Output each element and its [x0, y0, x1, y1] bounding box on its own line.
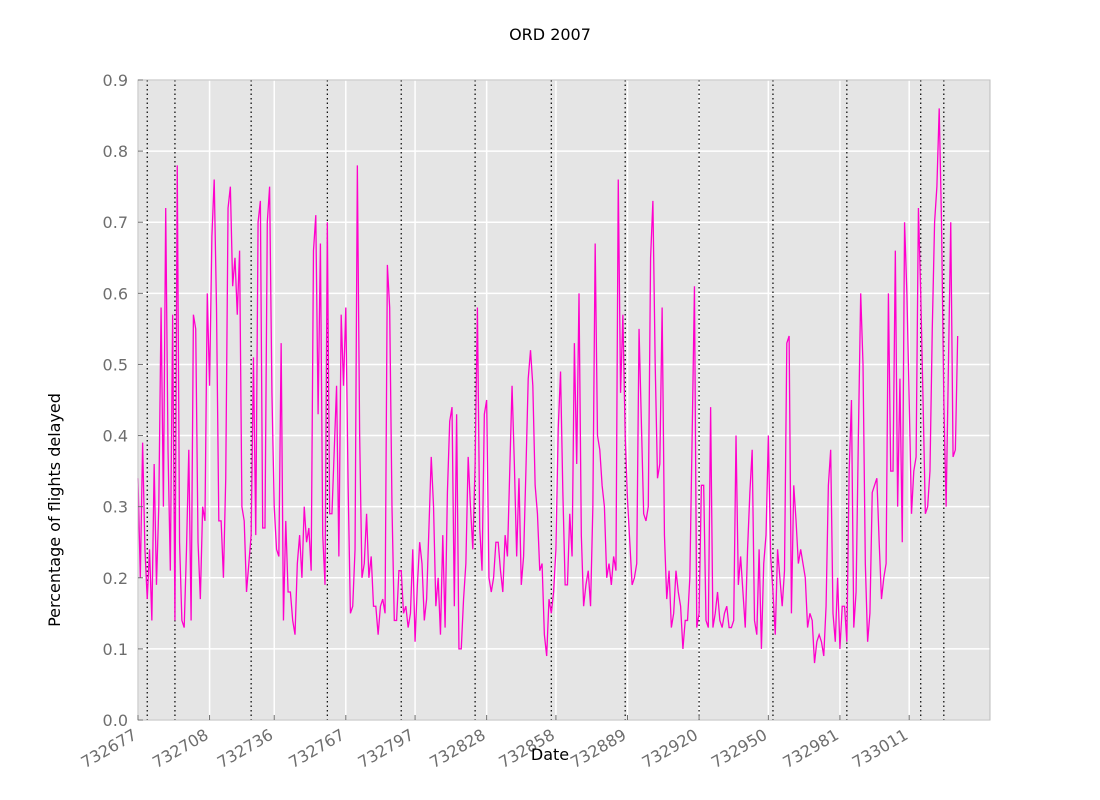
y-tick-label: 0.2 — [103, 569, 128, 588]
x-tick-label: 732981 — [780, 725, 842, 772]
y-tick-label: 0.1 — [103, 640, 128, 659]
x-axis-label: Date — [531, 745, 569, 764]
x-tick-label: 732767 — [285, 725, 347, 772]
y-tick-label: 0.8 — [103, 142, 128, 161]
y-tick-label: 0.7 — [103, 213, 128, 232]
x-tick-label: 733011 — [849, 725, 911, 772]
series-line — [137, 108, 959, 664]
x-tick-label: 732950 — [708, 725, 770, 772]
y-axis-ticks: 0.0 0.1 0.2 0.3 0.4 0.5 0.6 0.7 0.8 0.9 — [103, 71, 143, 730]
x-tick-label: 732797 — [355, 725, 417, 772]
x-tick-label: 732889 — [567, 725, 629, 772]
y-axis-label: Percentage of flights delayed — [45, 393, 64, 627]
x-tick-label: 732736 — [214, 725, 276, 772]
y-tick-label: 0.6 — [103, 284, 128, 303]
y-tick-label: 0.5 — [103, 355, 128, 374]
chart-title: ORD 2007 — [509, 25, 591, 44]
y-tick-label: 0.9 — [103, 71, 128, 90]
y-tick-label: 0.4 — [103, 427, 128, 446]
x-tick-label: 732920 — [639, 725, 701, 772]
y-tick-label: 0.0 — [103, 711, 128, 730]
plot-frame — [137, 79, 991, 721]
vertical-reference-lines — [146, 80, 945, 720]
x-tick-label: 732677 — [78, 725, 140, 772]
x-tick-label: 732708 — [149, 725, 211, 772]
x-axis-ticks: 732677 732708 732736 732767 732797 732828 7328… — [78, 715, 911, 772]
y-tick-label: 0.3 — [103, 498, 128, 517]
x-tick-label: 732828 — [426, 725, 488, 772]
